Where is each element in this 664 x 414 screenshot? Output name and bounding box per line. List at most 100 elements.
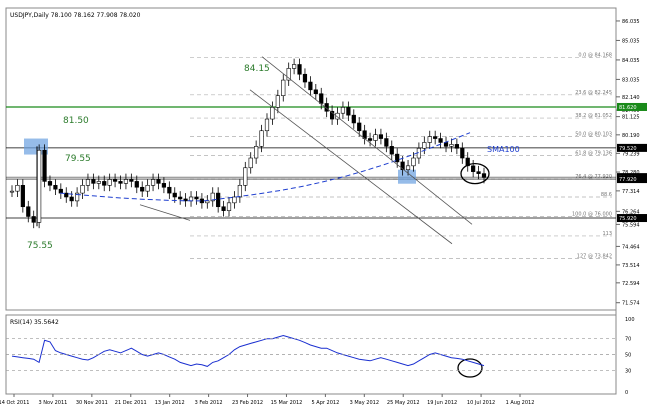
candle-body [308, 81, 313, 91]
sma100-line [59, 132, 471, 202]
date-tick-label: 3 Feb 2012 [195, 400, 223, 406]
candle-body [259, 130, 264, 147]
support-resistance-lines [6, 106, 616, 219]
candle-body [221, 206, 226, 211]
candle-body [319, 93, 324, 104]
candle-body [270, 107, 275, 120]
candle-body [405, 165, 411, 171]
price-tick-label: 86.035 [622, 19, 640, 25]
candle-body [194, 196, 199, 200]
candle-body [281, 79, 286, 96]
date-tick-label: 21 Dec 2011 [115, 400, 147, 406]
candle-body [237, 185, 242, 198]
candle-body [91, 179, 96, 184]
price-tick-label: 85.035 [622, 38, 640, 44]
date-tick-label: 10 Jul 2012 [467, 400, 495, 406]
candle-body [357, 122, 362, 132]
candle-body [465, 157, 470, 167]
price-tick-label: 73.514 [622, 263, 640, 269]
fib-label: 38.2 @ 81.052 [575, 113, 612, 119]
candle-body [373, 134, 378, 141]
channel-upper-line [261, 56, 473, 225]
candle-body [75, 192, 80, 202]
rsi-axis-bottom: 0 [625, 390, 628, 396]
date-tick-label: 3 May 2012 [350, 400, 379, 406]
candle-body [58, 188, 63, 194]
candle-body [476, 171, 481, 174]
candle-body [292, 64, 297, 69]
candle-body [422, 142, 427, 149]
annotation-low: 75.55 [27, 241, 53, 251]
candle-body [297, 64, 302, 75]
highlight-circles [457, 162, 490, 378]
price-tag-box [617, 143, 647, 152]
candle-body [378, 134, 384, 139]
main-header: USDJPY,Daily 78.100 78.162 77.908 78.020 [10, 12, 141, 19]
candle-body [302, 73, 308, 83]
annotation-81-50: 81.50 [63, 116, 89, 126]
date-tick-label: 5 Apr 2012 [312, 400, 340, 406]
price-candles [9, 58, 487, 229]
fib-label: 61.8 @ 79.136 [575, 150, 612, 156]
candle-body [107, 179, 112, 186]
price-tag-label: 79.520 [619, 146, 637, 152]
candle-body [172, 192, 177, 198]
price-tick-label: 72.594 [622, 281, 640, 287]
candle-body [161, 183, 167, 188]
highlight-box-right [398, 169, 416, 184]
candle-body [367, 138, 373, 141]
candle-body [102, 181, 107, 186]
candle-body [275, 95, 280, 108]
candle-body [460, 147, 465, 159]
candle-body [156, 179, 161, 184]
candle-body [96, 181, 101, 184]
candle-body [15, 185, 20, 192]
candle-body [183, 198, 188, 202]
candle-body [178, 196, 183, 200]
candle-body [346, 107, 351, 116]
candle-body [351, 114, 356, 124]
date-tick-label: 1 Aug 2012 [506, 400, 535, 406]
candle-body [471, 165, 476, 172]
candle-body [20, 185, 25, 208]
trend-channel [139, 56, 473, 245]
axes: 86.035 85.035 84.035 83.035 82.140 81.46081.1… [0, 19, 647, 406]
circle-rsi [457, 358, 483, 378]
candle-body [129, 179, 134, 182]
candle-body [167, 186, 172, 194]
candle-body [9, 190, 15, 193]
price-tick-label: 81.125 [622, 115, 640, 121]
candle-body [64, 192, 69, 198]
candle-body [205, 200, 210, 204]
price-tick-label: 74.464 [622, 244, 640, 250]
candle-body [248, 157, 253, 169]
channel-lower-line [249, 89, 453, 245]
fib-label: 50.0 @ 80.103 [575, 132, 612, 138]
price-tag-box [617, 102, 647, 111]
candle-body [411, 157, 416, 167]
candle-body [313, 89, 318, 95]
rsi-header: RSI(14) 35.5642 [10, 319, 59, 326]
price-tag-label: 75.920 [619, 216, 637, 222]
price-tick-label: 77.314 [622, 189, 640, 195]
rsi-line [11, 334, 485, 367]
candle-body [340, 107, 346, 114]
candle-body [395, 153, 400, 163]
candle-body [329, 110, 335, 120]
candle-body [438, 138, 443, 143]
candle-body [481, 173, 487, 178]
candle-body [53, 185, 58, 190]
candle-body [37, 149, 42, 223]
candle-body [112, 179, 118, 182]
price-tick-label: 81.460 [622, 108, 640, 114]
candle-body [232, 196, 237, 204]
circle-main [460, 162, 490, 185]
fib-grid: 0.0 @ 84.168 23.6 @ 82.245 38.2 @ 81.052 50… [190, 52, 612, 260]
price-tag-label: 77.920 [619, 177, 637, 183]
date-tick-label: 19 Jun 2012 [427, 400, 457, 406]
candle-body [449, 144, 454, 147]
fib-label: 127 @ 73.842 [577, 254, 612, 260]
date-tick-label: 13 Jan 2012 [155, 400, 185, 406]
